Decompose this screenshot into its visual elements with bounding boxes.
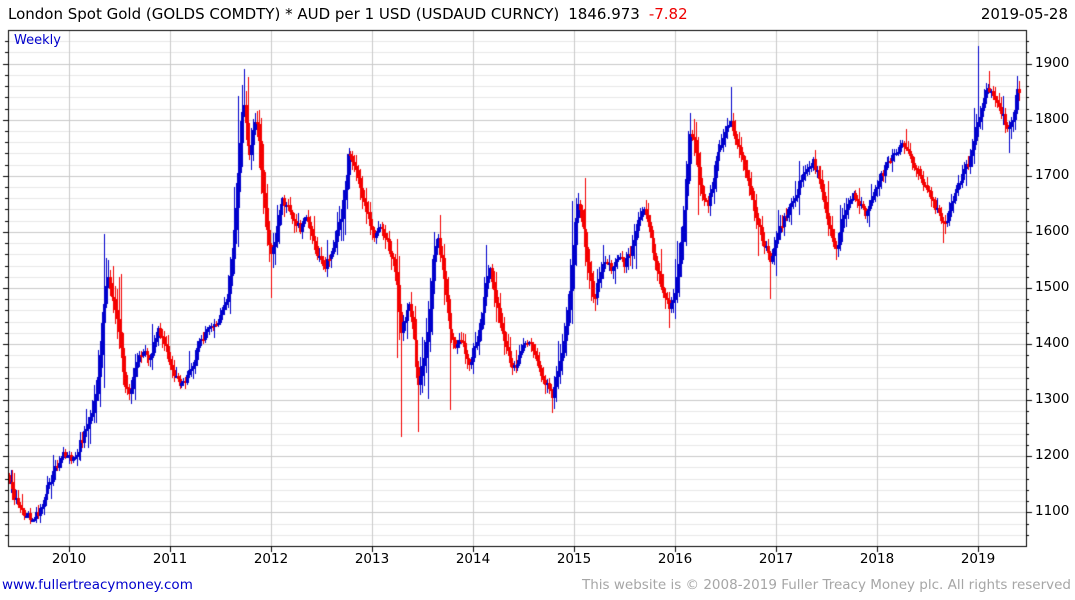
x-axis-label: 2017: [758, 551, 794, 567]
chart-date: 2019-05-28: [980, 5, 1068, 23]
chart-header: London Spot Gold (GOLDS COMDTY) * AUD pe…: [0, 0, 1075, 28]
footer: www.fullertreacymoney.com This website i…: [0, 573, 1075, 600]
y-axis-label: 1800: [1035, 110, 1070, 127]
x-axis-label: 2019: [960, 551, 996, 567]
y-axis-label: 1500: [1035, 279, 1070, 295]
x-axis-label: 2010: [51, 551, 87, 567]
x-axis-label: 2011: [152, 551, 188, 567]
y-axis-label: 1300: [1035, 391, 1070, 408]
x-axis-label: 2013: [354, 551, 390, 567]
x-axis-label: 2014: [455, 551, 491, 567]
y-axis-label: 1400: [1035, 335, 1070, 352]
price-change: -7.82: [648, 5, 688, 23]
frequency-label: Weekly: [14, 33, 61, 48]
website-link[interactable]: www.fullertreacymoney.com: [2, 577, 193, 593]
x-axis-label: 2018: [859, 551, 895, 567]
y-axis-label: 1900: [1035, 54, 1070, 71]
last-price: 1846.973: [568, 5, 640, 23]
x-axis-label: 2016: [657, 551, 693, 567]
y-axis-label: 1100: [1035, 503, 1070, 520]
x-axis-label: 2012: [253, 551, 289, 567]
chart-title: London Spot Gold (GOLDS COMDTY) * AUD pe…: [8, 5, 560, 23]
copyright-text: This website is © 2008-2019 Fuller Treac…: [582, 577, 1071, 593]
y-axis-label: 1600: [1035, 222, 1070, 239]
y-axis-label: 1700: [1035, 166, 1070, 183]
x-axis-label: 2015: [556, 551, 592, 567]
y-axis-label: 1200: [1035, 447, 1070, 464]
